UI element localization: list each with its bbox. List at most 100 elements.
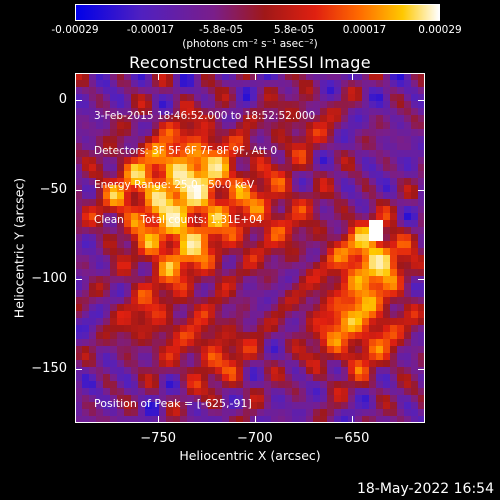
heatmap-cell bbox=[264, 185, 272, 193]
heatmap-cell bbox=[355, 178, 363, 186]
heatmap-cell bbox=[376, 269, 384, 277]
heatmap-cell bbox=[187, 255, 195, 263]
heatmap-cell bbox=[278, 283, 286, 291]
heatmap-cell bbox=[250, 241, 258, 249]
heatmap-cell bbox=[145, 241, 153, 249]
heatmap-cell bbox=[257, 276, 265, 284]
heatmap-cell bbox=[390, 318, 398, 326]
heatmap-cell bbox=[103, 297, 111, 305]
heatmap-cell bbox=[362, 395, 370, 403]
heatmap-cell bbox=[117, 318, 125, 326]
heatmap-cell bbox=[362, 374, 370, 382]
heatmap-cell bbox=[229, 339, 237, 347]
heatmap-cell bbox=[299, 339, 307, 347]
heatmap-cell bbox=[222, 73, 230, 81]
heatmap-cell bbox=[96, 311, 104, 319]
heatmap-cell bbox=[271, 227, 279, 235]
heatmap-cell bbox=[299, 311, 307, 319]
heatmap-cell bbox=[369, 367, 377, 375]
heatmap-cell bbox=[390, 269, 398, 277]
heatmap-cell bbox=[243, 269, 251, 277]
heatmap-cell bbox=[208, 346, 216, 354]
heatmap-cell bbox=[348, 297, 356, 305]
heatmap-cell bbox=[313, 171, 321, 179]
heatmap-cell bbox=[229, 122, 237, 130]
heatmap-cell bbox=[208, 388, 216, 396]
heatmap-cell bbox=[117, 150, 125, 158]
heatmap-cell bbox=[404, 213, 412, 221]
heatmap-cell bbox=[173, 297, 181, 305]
heatmap-cell bbox=[327, 213, 335, 221]
heatmap-cell bbox=[131, 108, 139, 116]
heatmap-cell bbox=[362, 227, 370, 235]
heatmap-cell bbox=[390, 304, 398, 312]
heatmap-cell bbox=[383, 262, 391, 270]
heatmap-cell bbox=[271, 220, 279, 228]
heatmap-cell bbox=[257, 297, 265, 305]
heatmap-cell bbox=[75, 409, 83, 417]
heatmap-cell bbox=[418, 304, 425, 312]
heatmap-cell bbox=[404, 234, 412, 242]
heatmap-cell bbox=[180, 367, 188, 375]
heatmap-cell bbox=[313, 80, 321, 88]
heatmap-cell bbox=[89, 164, 97, 172]
heatmap-cell bbox=[103, 381, 111, 389]
heatmap-cell bbox=[376, 416, 384, 423]
heatmap-cell bbox=[418, 171, 425, 179]
heatmap-cell bbox=[299, 115, 307, 123]
colorbar-gradient bbox=[76, 5, 439, 20]
heatmap-cell bbox=[82, 178, 90, 186]
heatmap-cell bbox=[271, 290, 279, 298]
heatmap-cell bbox=[299, 276, 307, 284]
heatmap-cell bbox=[411, 164, 419, 172]
heatmap-cell bbox=[194, 374, 202, 382]
heatmap-cell bbox=[110, 409, 118, 417]
heatmap-cell bbox=[320, 367, 328, 375]
heatmap-cell bbox=[278, 101, 286, 109]
heatmap-cell bbox=[348, 150, 356, 158]
heatmap-cell bbox=[201, 304, 209, 312]
heatmap-cell bbox=[355, 213, 363, 221]
heatmap-cell bbox=[250, 248, 258, 256]
heatmap-cell bbox=[201, 171, 209, 179]
heatmap-cell bbox=[131, 395, 139, 403]
heatmap-cell bbox=[320, 213, 328, 221]
heatmap-cell bbox=[159, 304, 167, 312]
heatmap-cell bbox=[180, 108, 188, 116]
heatmap-cell bbox=[82, 164, 90, 172]
heatmap-cell bbox=[327, 80, 335, 88]
heatmap-cell bbox=[362, 87, 370, 95]
heatmap-cell bbox=[376, 80, 384, 88]
heatmap-cell bbox=[313, 234, 321, 242]
heatmap-cell bbox=[299, 213, 307, 221]
heatmap-cell bbox=[397, 367, 405, 375]
heatmap-cell bbox=[264, 213, 272, 221]
heatmap-cell bbox=[131, 157, 139, 165]
heatmap-cell bbox=[306, 241, 314, 249]
heatmap-cell bbox=[411, 325, 419, 333]
heatmap-cell bbox=[264, 192, 272, 200]
heatmap-cell bbox=[159, 80, 167, 88]
heatmap-cell bbox=[229, 402, 237, 410]
heatmap-cell bbox=[257, 213, 265, 221]
heatmap-cell bbox=[138, 395, 146, 403]
heatmap-cell bbox=[131, 213, 139, 221]
heatmap-cell bbox=[278, 241, 286, 249]
heatmap-cell bbox=[173, 227, 181, 235]
heatmap-cell bbox=[383, 325, 391, 333]
heatmap-cell bbox=[411, 143, 419, 151]
heatmap-cell bbox=[75, 213, 83, 221]
heatmap-cell bbox=[320, 262, 328, 270]
heatmap-cell bbox=[103, 353, 111, 361]
heatmap-cell bbox=[215, 185, 223, 193]
heatmap-cell bbox=[341, 297, 349, 305]
heatmap-cell bbox=[306, 388, 314, 396]
heatmap-cell bbox=[103, 374, 111, 382]
heatmap-cell bbox=[355, 269, 363, 277]
heatmap-cell bbox=[89, 115, 97, 123]
heatmap-cell bbox=[285, 73, 293, 81]
heatmap-cell bbox=[320, 416, 328, 423]
heatmap-cell bbox=[383, 276, 391, 284]
heatmap-cell bbox=[145, 178, 153, 186]
heatmap-cell bbox=[166, 157, 174, 165]
